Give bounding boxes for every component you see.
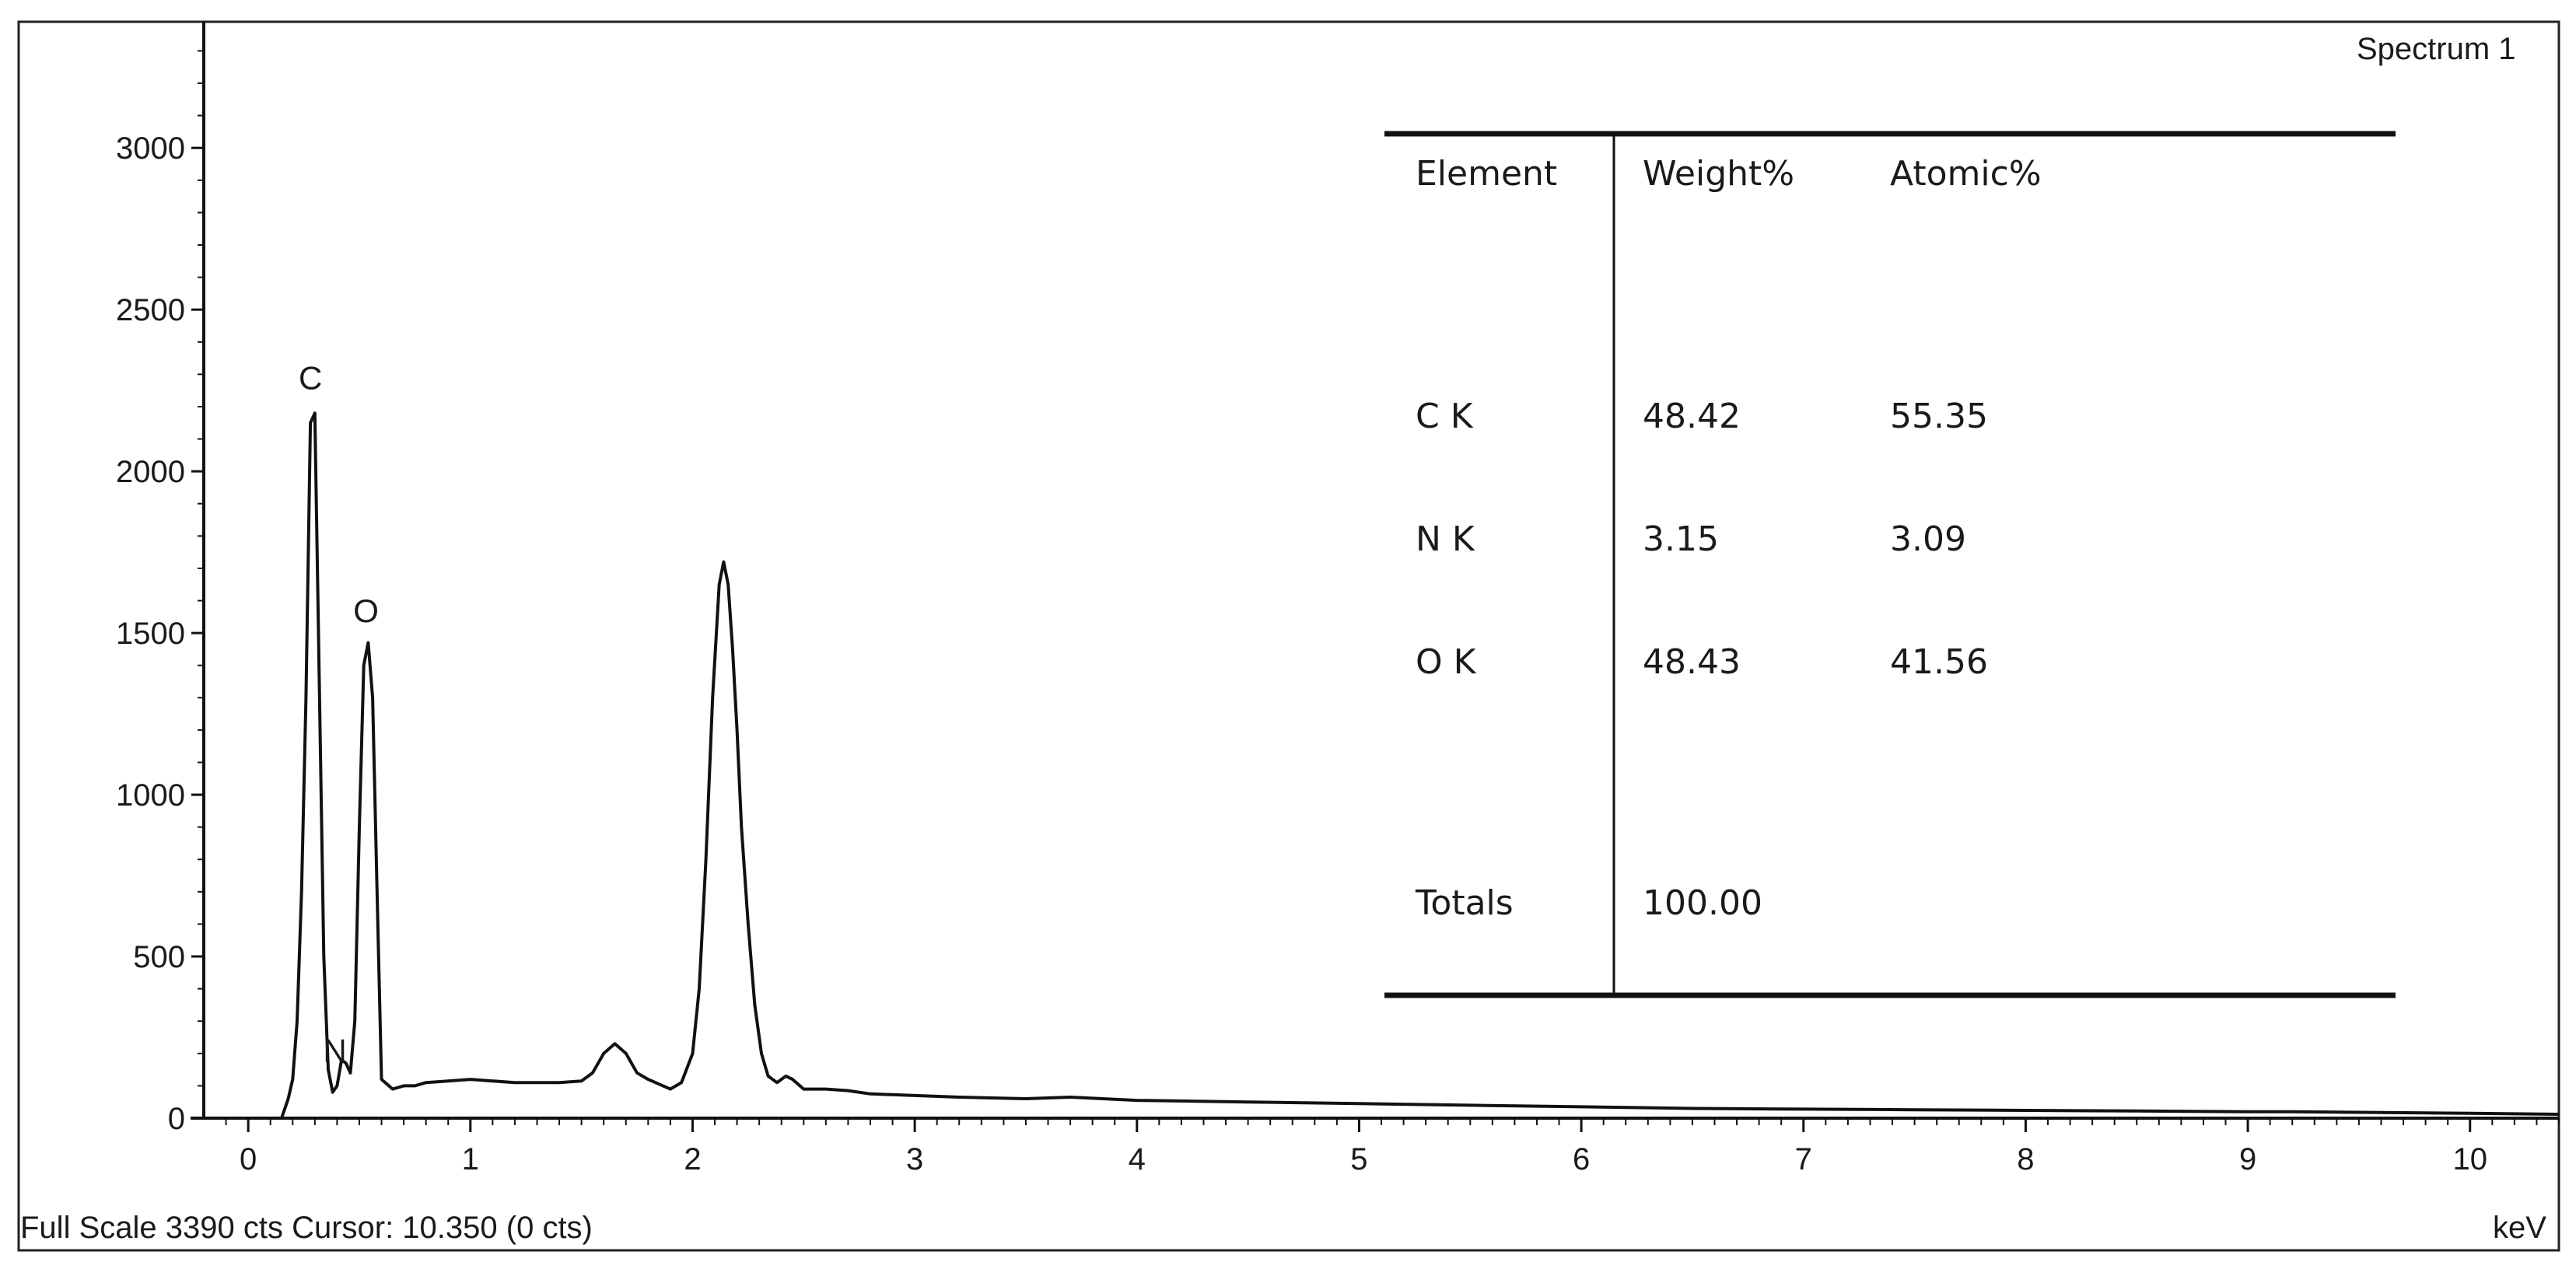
table-cell-atomic: 41.56 — [1890, 642, 1988, 682]
x-ticks: 0 1 2 3 4 5 6 7 8 9 10 — [240, 1118, 2487, 1176]
x-tick-label: 7 — [1795, 1142, 1812, 1176]
table-totals-label: Totals — [1415, 883, 1514, 923]
peak-labels: C N O — [299, 359, 379, 1068]
table-cell-element: O K — [1416, 642, 1477, 682]
y-tick-label: 500 — [133, 940, 185, 974]
table-cell-weight: 48.42 — [1643, 397, 1741, 436]
peak-label: N — [323, 1033, 346, 1069]
x-tick-label: 6 — [1573, 1142, 1590, 1176]
chart-frame — [17, 20, 2560, 1252]
x-tick-label: 5 — [1350, 1142, 1367, 1176]
table-totals-weight: 100.00 — [1643, 883, 1762, 923]
status-bar-text: Full Scale 3390 cts Cursor: 10.350 (0 ct… — [20, 1211, 593, 1245]
x-minor-ticks — [225, 1118, 2560, 1125]
table-cell-atomic: 3.09 — [1890, 519, 1966, 559]
spectrum-series-line — [280, 411, 2560, 1119]
table-header-atomic: Atomic% — [1890, 154, 2042, 194]
table-cell-atomic: 55.35 — [1890, 397, 1988, 436]
y-tick-label: 3000 — [116, 131, 185, 166]
y-ticks: 0 500 1000 1500 2000 2500 3000 — [116, 131, 204, 1136]
x-tick-label: 9 — [2239, 1142, 2256, 1176]
y-minor-ticks — [198, 50, 204, 1087]
table-cell-weight: 48.43 — [1643, 642, 1741, 682]
x-tick-label: 2 — [684, 1142, 701, 1176]
peak-label: C — [299, 359, 322, 396]
y-tick-label: 2500 — [116, 293, 185, 327]
table-cell-weight: 3.15 — [1643, 519, 1719, 559]
y-tick-label: 2000 — [116, 455, 185, 489]
table-header-element: Element — [1416, 154, 1557, 194]
x-tick-label: 8 — [2017, 1142, 2034, 1176]
x-tick-label: 1 — [462, 1142, 479, 1176]
x-axis-label: keV — [2493, 1211, 2546, 1245]
peak-label: O — [353, 593, 379, 629]
x-tick-label: 0 — [240, 1142, 257, 1176]
x-tick-label: 10 — [2452, 1142, 2487, 1176]
y-tick-label: 1000 — [116, 778, 185, 813]
table-cell-element: C K — [1416, 397, 1474, 436]
spectrum-label: Spectrum 1 — [2357, 32, 2516, 66]
y-tick-label: 1500 — [116, 617, 185, 651]
y-tick-label: 0 — [168, 1102, 185, 1136]
quantification-table: Element Weight% Atomic% C K 48.42 55.35 … — [1384, 131, 2396, 998]
x-tick-label: 4 — [1129, 1142, 1146, 1176]
table-header-weight: Weight% — [1643, 154, 1794, 194]
table-cell-element: N K — [1416, 519, 1475, 559]
x-tick-label: 3 — [906, 1142, 923, 1176]
